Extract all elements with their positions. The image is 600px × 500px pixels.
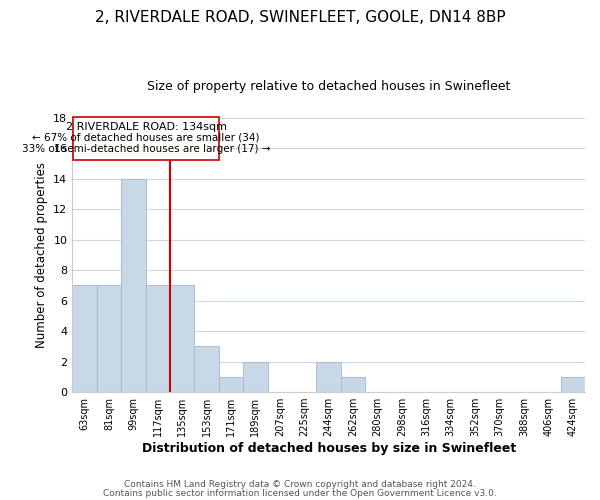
- Bar: [72, 286, 97, 392]
- Text: 33% of semi-detached houses are larger (17) →: 33% of semi-detached houses are larger (…: [22, 144, 271, 154]
- Bar: [194, 346, 219, 392]
- Bar: [341, 377, 365, 392]
- Bar: [146, 286, 170, 392]
- Y-axis label: Number of detached properties: Number of detached properties: [35, 162, 48, 348]
- Title: Size of property relative to detached houses in Swinefleet: Size of property relative to detached ho…: [147, 80, 511, 93]
- Bar: [121, 178, 146, 392]
- Bar: [97, 286, 121, 392]
- Bar: [560, 377, 585, 392]
- X-axis label: Distribution of detached houses by size in Swinefleet: Distribution of detached houses by size …: [142, 442, 516, 455]
- Bar: [243, 362, 268, 392]
- Bar: [219, 377, 243, 392]
- Text: Contains public sector information licensed under the Open Government Licence v3: Contains public sector information licen…: [103, 490, 497, 498]
- Bar: [170, 286, 194, 392]
- Bar: [316, 362, 341, 392]
- Text: 2, RIVERDALE ROAD, SWINEFLEET, GOOLE, DN14 8BP: 2, RIVERDALE ROAD, SWINEFLEET, GOOLE, DN…: [95, 10, 505, 25]
- FancyBboxPatch shape: [73, 117, 219, 160]
- Text: Contains HM Land Registry data © Crown copyright and database right 2024.: Contains HM Land Registry data © Crown c…: [124, 480, 476, 489]
- Text: 2 RIVERDALE ROAD: 134sqm: 2 RIVERDALE ROAD: 134sqm: [65, 122, 227, 132]
- Text: ← 67% of detached houses are smaller (34): ← 67% of detached houses are smaller (34…: [32, 132, 260, 142]
